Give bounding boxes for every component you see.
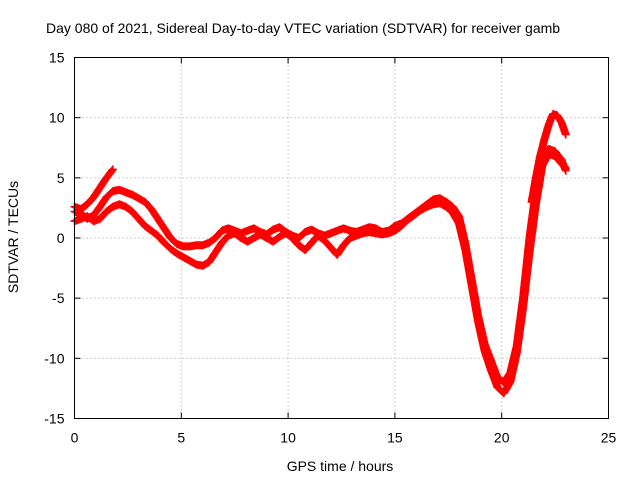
x-tick-label: 20 <box>494 430 510 446</box>
axis-ticks: 0 5 10 15 20 25 -15 -10 -5 0 5 10 15 <box>44 50 616 446</box>
x-tick-label: 5 <box>177 430 185 446</box>
y-axis-label: SDTVAR / TECUs <box>5 181 21 293</box>
series-points-track-d <box>527 110 570 206</box>
series-track-a <box>70 145 570 387</box>
x-tick-label: 15 <box>387 430 403 446</box>
y-tick-label: 10 <box>49 110 65 126</box>
series-points-track-a <box>70 145 570 387</box>
y-tick-label: -10 <box>44 350 64 366</box>
x-axis-label: GPS time / hours <box>287 458 394 474</box>
plot-frame <box>74 57 609 419</box>
chart-title: Day 080 of 2021, Sidereal Day-to-day VTE… <box>46 20 560 36</box>
data-marks <box>70 110 570 398</box>
y-tick-label: -15 <box>44 411 64 427</box>
x-tick-label: 0 <box>71 430 79 446</box>
x-tick-label: 10 <box>280 430 296 446</box>
y-tick-label: 15 <box>49 50 65 66</box>
series-track-d <box>527 110 570 206</box>
y-tick-label: -5 <box>52 290 65 306</box>
y-tick-label: 0 <box>57 230 65 246</box>
x-tick-label: 25 <box>601 430 617 446</box>
y-tick-label: 5 <box>57 170 65 186</box>
